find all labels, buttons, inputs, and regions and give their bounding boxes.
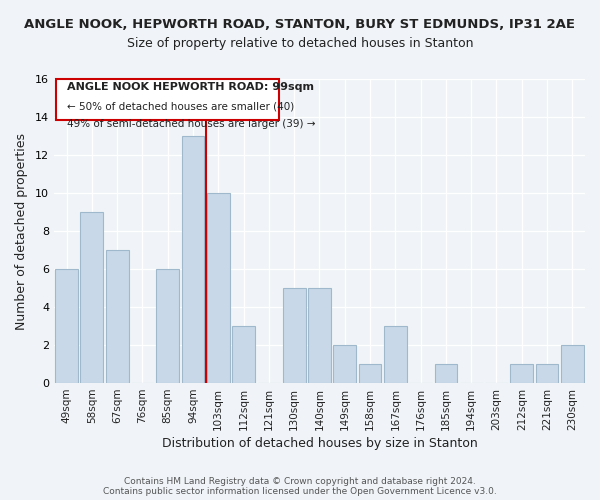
Bar: [106, 250, 128, 383]
Bar: [283, 288, 305, 383]
Text: ANGLE NOOK HEPWORTH ROAD: 99sqm: ANGLE NOOK HEPWORTH ROAD: 99sqm: [67, 82, 314, 92]
Bar: [157, 269, 179, 383]
Bar: [182, 136, 205, 383]
Bar: [334, 345, 356, 383]
Bar: [434, 364, 457, 383]
Bar: [80, 212, 103, 383]
Text: Contains HM Land Registry data © Crown copyright and database right 2024.: Contains HM Land Registry data © Crown c…: [124, 476, 476, 486]
Bar: [511, 364, 533, 383]
Text: 49% of semi-detached houses are larger (39) →: 49% of semi-detached houses are larger (…: [67, 118, 316, 128]
Bar: [536, 364, 559, 383]
Bar: [207, 193, 230, 383]
FancyBboxPatch shape: [56, 79, 279, 120]
Bar: [308, 288, 331, 383]
Bar: [232, 326, 255, 383]
Bar: [561, 345, 584, 383]
Text: Size of property relative to detached houses in Stanton: Size of property relative to detached ho…: [127, 36, 473, 50]
Text: Contains public sector information licensed under the Open Government Licence v3: Contains public sector information licen…: [103, 486, 497, 496]
X-axis label: Distribution of detached houses by size in Stanton: Distribution of detached houses by size …: [161, 437, 478, 450]
Text: ← 50% of detached houses are smaller (40): ← 50% of detached houses are smaller (40…: [67, 102, 295, 112]
Bar: [55, 269, 78, 383]
Text: ANGLE NOOK, HEPWORTH ROAD, STANTON, BURY ST EDMUNDS, IP31 2AE: ANGLE NOOK, HEPWORTH ROAD, STANTON, BURY…: [25, 18, 575, 30]
Bar: [359, 364, 382, 383]
Bar: [384, 326, 407, 383]
Y-axis label: Number of detached properties: Number of detached properties: [15, 132, 28, 330]
